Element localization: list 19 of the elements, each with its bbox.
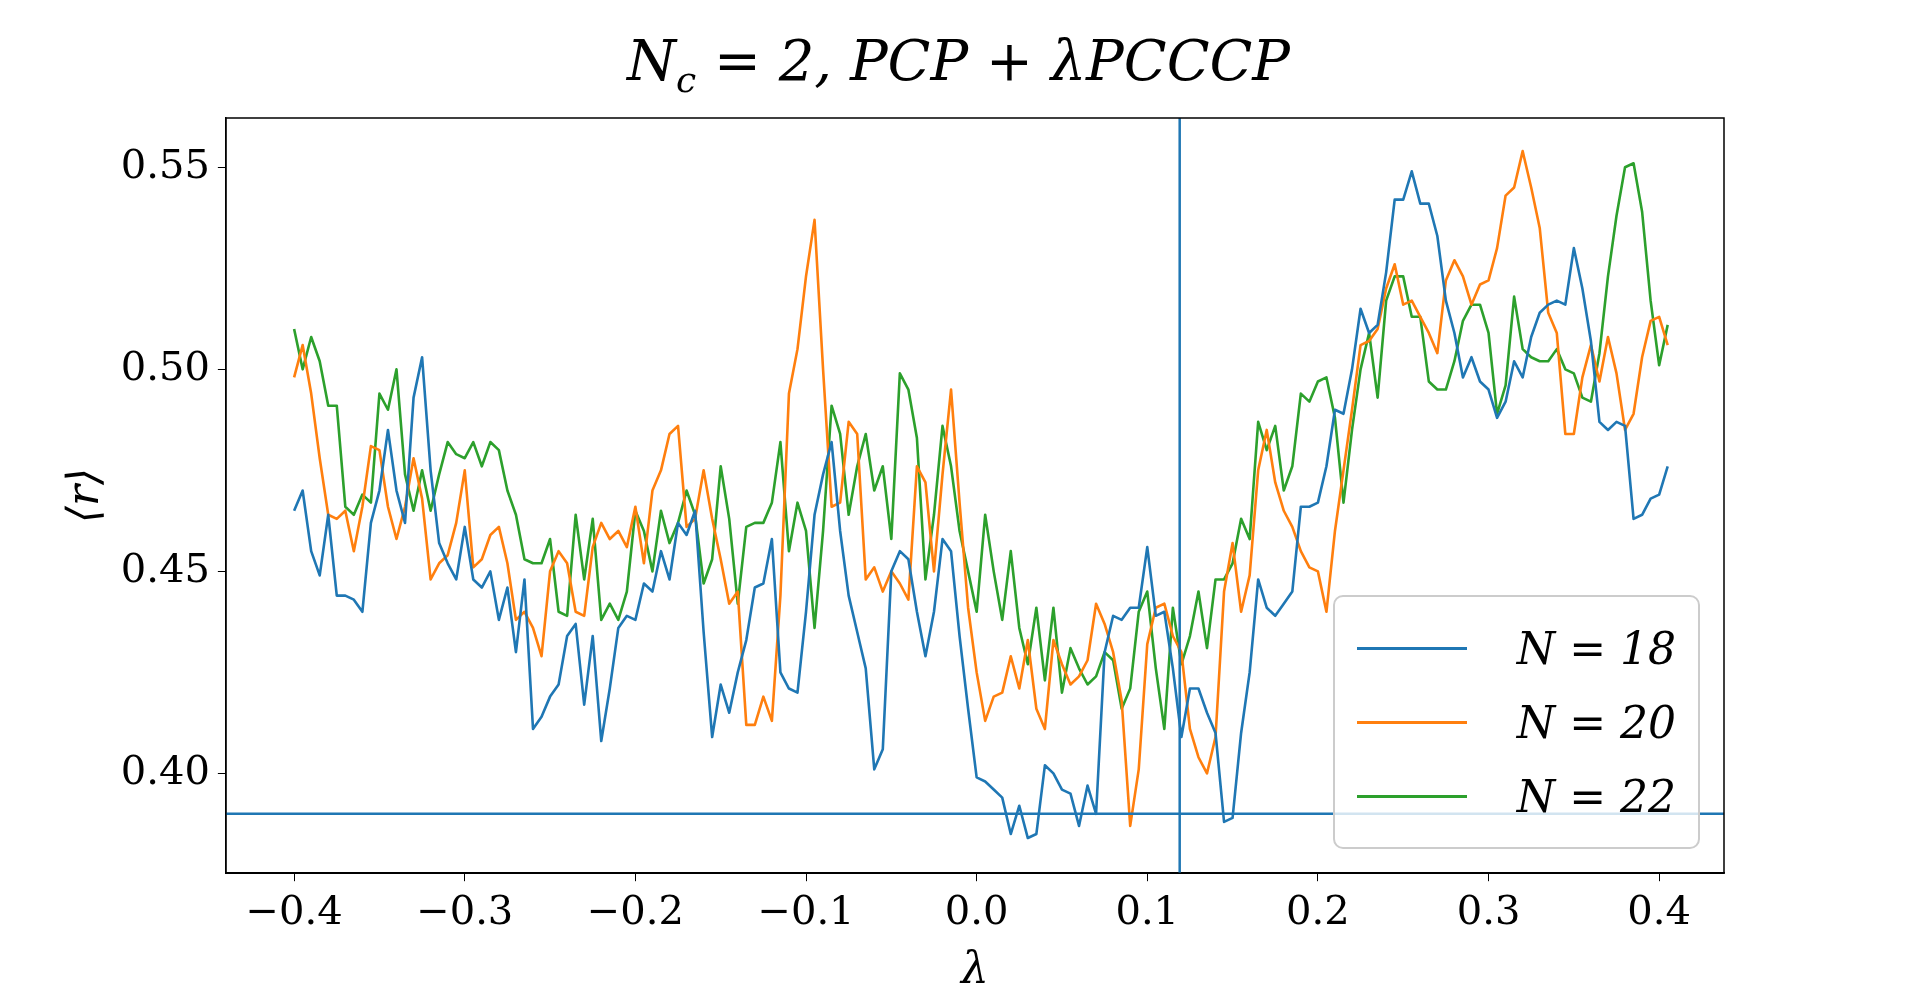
- x-tick-label: −0.2: [586, 886, 684, 933]
- y-axis-title: ⟨r⟩: [56, 467, 108, 524]
- x-tick-label: 0.1: [1115, 886, 1180, 933]
- x-axis-title: λ: [958, 942, 989, 994]
- x-tick-label: 0.4: [1627, 886, 1691, 933]
- legend-label: N = 20: [1516, 696, 1676, 748]
- legend-label: N = 22: [1516, 770, 1676, 822]
- x-tick-label: 0.3: [1456, 886, 1521, 933]
- x-tick-label: 0.2: [1286, 886, 1350, 933]
- x-tick-label: −0.3: [416, 886, 514, 933]
- y-tick-label: 0.45: [120, 544, 210, 591]
- legend-label: N = 18: [1516, 622, 1676, 674]
- x-tick-label: −0.1: [757, 886, 855, 933]
- y-tick-label: 0.40: [120, 746, 210, 793]
- y-tick-label: 0.55: [120, 140, 210, 187]
- chart-title: N$_{c}$ = 2, PCP + λPCCCP: [625, 28, 1292, 101]
- x-tick-label: 0.0: [944, 886, 1009, 933]
- x-tick-label: −0.4: [245, 886, 343, 933]
- y-tick-label: 0.50: [120, 342, 210, 389]
